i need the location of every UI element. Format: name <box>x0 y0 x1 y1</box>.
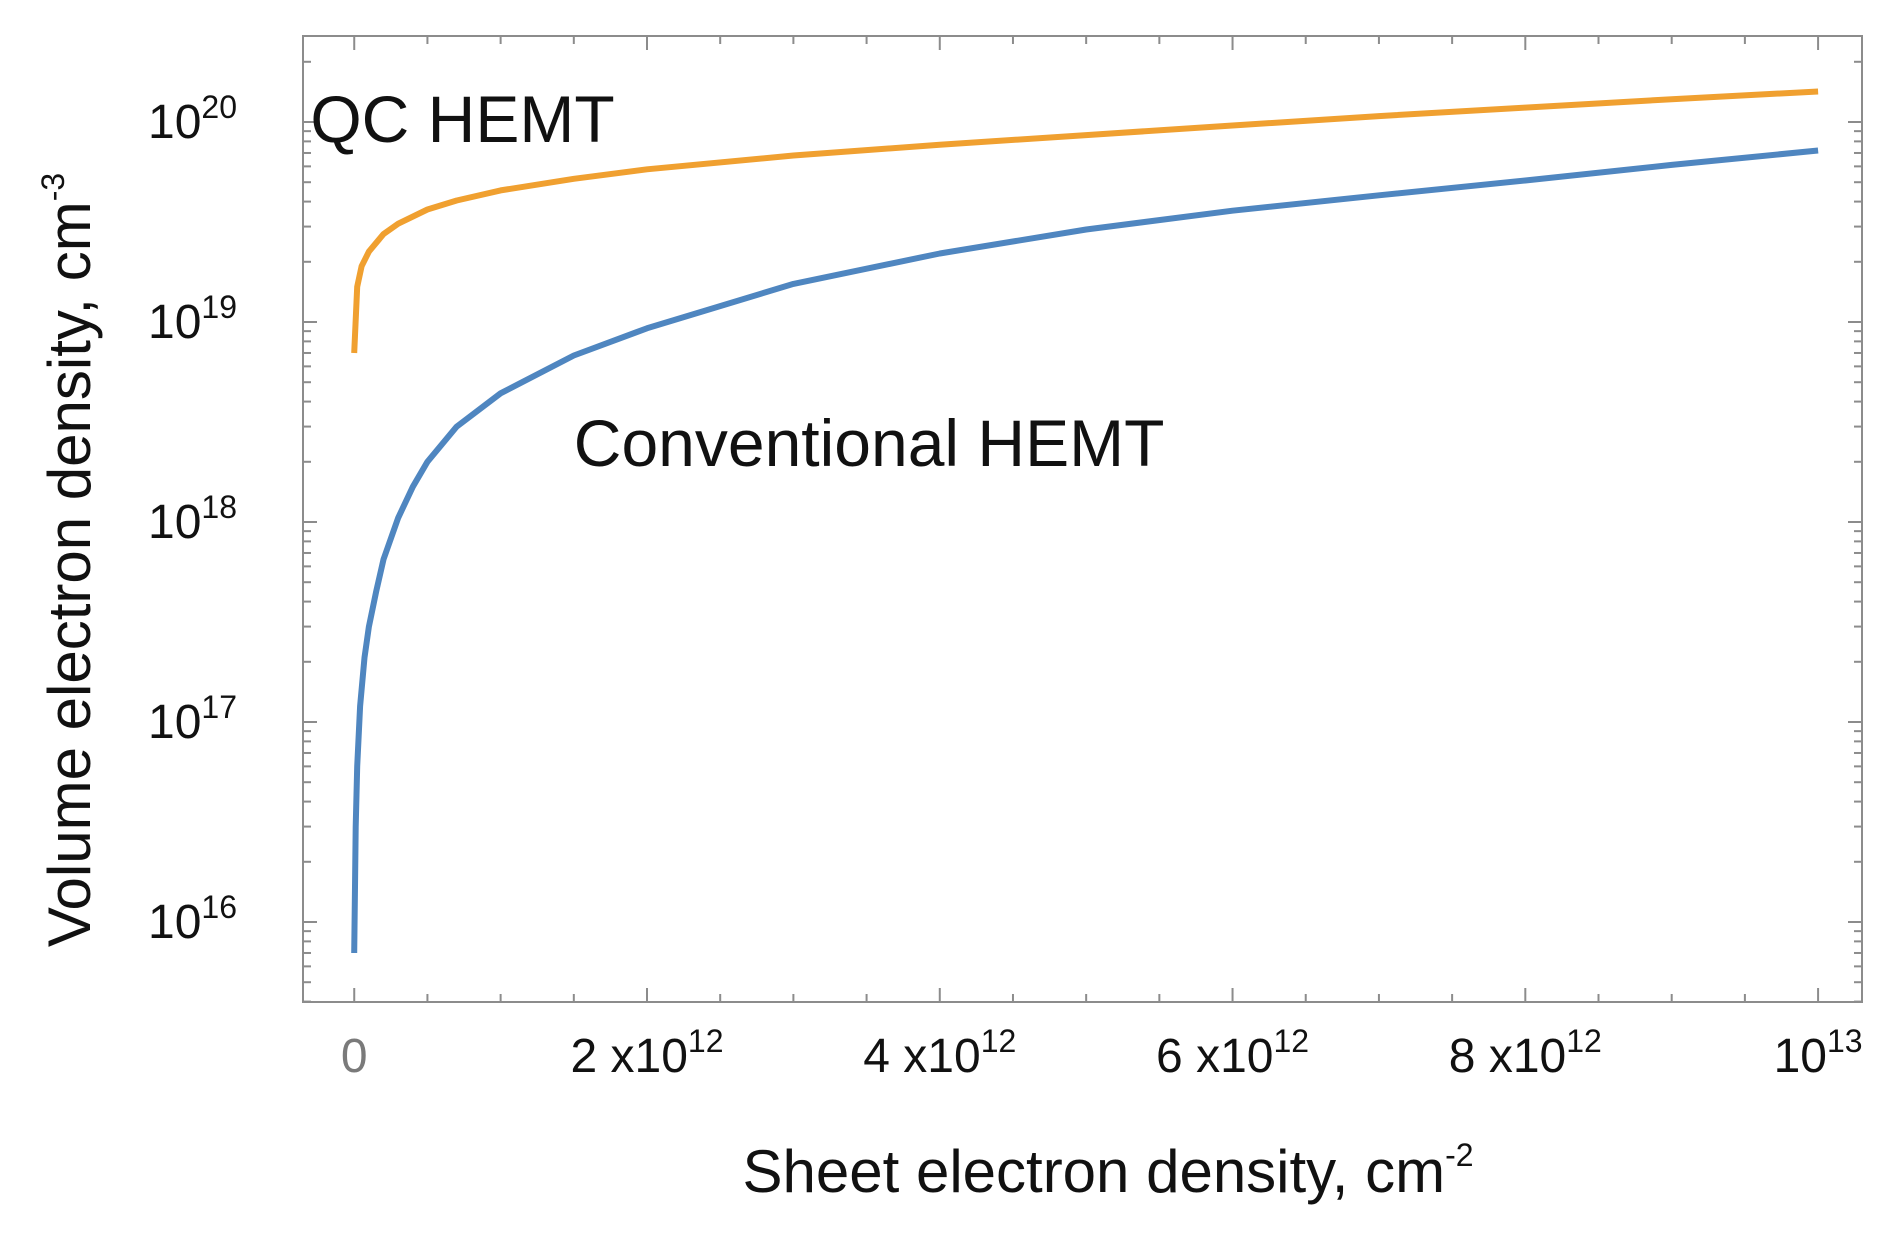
series-lines <box>351 88 1819 954</box>
x-axis-label: Sheet electron density, cm-2 <box>742 1137 1473 1205</box>
y-tick-label: 1019 <box>148 289 237 349</box>
y-tick-labels: 1016 1017 1018 1019 1020 <box>148 89 237 949</box>
tick-marks <box>303 36 1862 1003</box>
series-line-qc-hemt <box>351 88 1819 354</box>
plot-frame <box>302 35 1863 1003</box>
series-line-conventional-hemt <box>351 147 1819 954</box>
annotation-qc-hemt: QC HEMT <box>310 82 614 156</box>
x-tick-label: 6 x1012 <box>1156 1023 1309 1083</box>
x-tick-labels: 0 2 x1012 4 x1012 6 x1012 8 x1012 1013 <box>341 1023 1863 1083</box>
x-tick-label: 1013 <box>1774 1023 1863 1083</box>
x-tick-label: 8 x1012 <box>1449 1023 1602 1083</box>
annotations: QC HEMT Conventional HEMT <box>310 82 1164 480</box>
x-tick-label: 0 <box>341 1030 368 1083</box>
y-tick-label: 1018 <box>148 489 237 549</box>
y-tick-label: 1016 <box>148 889 237 949</box>
y-tick-label: 1020 <box>148 89 237 149</box>
annotation-conventional-hemt: Conventional HEMT <box>574 406 1165 480</box>
y-axis-label: Volume electron density, cm-3 <box>35 173 103 947</box>
x-tick-label: 2 x1012 <box>570 1023 723 1083</box>
x-tick-label: 4 x1012 <box>863 1023 1016 1083</box>
y-tick-label: 1017 <box>148 689 237 749</box>
